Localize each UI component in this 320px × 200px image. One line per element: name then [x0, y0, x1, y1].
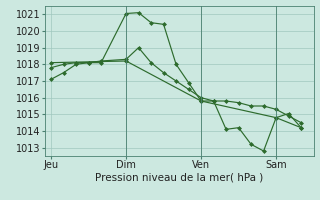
X-axis label: Pression niveau de la mer( hPa ): Pression niveau de la mer( hPa ): [95, 173, 263, 183]
